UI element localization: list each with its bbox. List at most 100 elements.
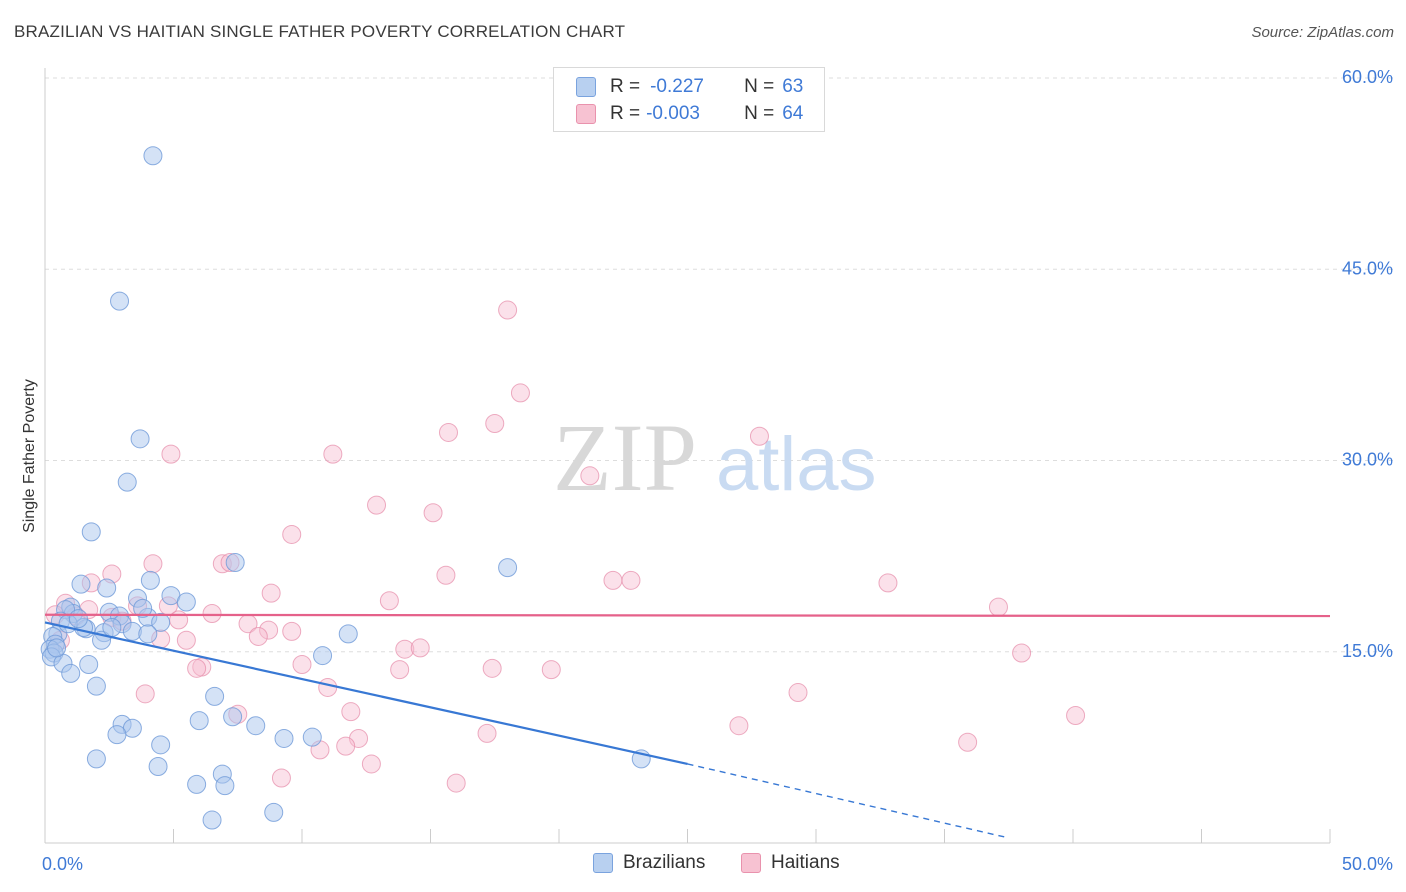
haitian-point (143, 554, 163, 574)
haitian-point (729, 716, 749, 736)
tick-labels: 15.0% 30.0% 45.0% 60.0% 0.0% 50.0% (42, 67, 1393, 874)
brazilian-point (302, 727, 322, 747)
haitian-point (485, 414, 505, 434)
haitians-trend-line (44, 613, 1331, 618)
brazilians-swatch (576, 77, 596, 97)
haitian-point (282, 524, 302, 544)
haitian-point (367, 495, 387, 515)
brazilian-point (102, 618, 122, 638)
haitian-point (292, 655, 312, 674)
haitians-legend-label: Haitians (771, 852, 840, 873)
brazilian-point (225, 553, 245, 572)
haitian-point (390, 660, 410, 680)
haitian-point (282, 621, 302, 641)
brazilians-points (40, 146, 651, 830)
brazilian-point (202, 810, 222, 830)
haitian-point (176, 630, 196, 650)
y-tick-label: 45.0% (1342, 258, 1393, 278)
haitian-point (135, 684, 155, 704)
brazilian-point (189, 711, 209, 731)
chart-title: BRAZILIAN VS HAITIAN SINGLE FATHER POVER… (14, 22, 626, 41)
brazilian-point (133, 598, 153, 618)
haitian-point (261, 583, 281, 603)
legend-brazilians: Brazilians (593, 852, 705, 874)
r-value: -0.003 (646, 103, 700, 124)
haitian-point (788, 683, 808, 703)
brazilian-point (61, 663, 81, 683)
haitian-point (318, 677, 338, 697)
brazilian-point (47, 638, 67, 658)
x-tick-label-min: 0.0% (42, 854, 83, 874)
brazilian-point (498, 558, 518, 578)
haitian-point (423, 503, 443, 523)
y-axis-label: Single Father Poverty (21, 379, 38, 533)
brazilian-point (130, 429, 150, 449)
stats-legend: R = -0.227 N = 63 R = -0.003 N = 64 (553, 67, 825, 132)
brazilian-point (274, 728, 294, 748)
brazilian-point (79, 655, 99, 674)
legend-haitians: Haitians (741, 852, 840, 874)
brazilian-point (81, 522, 101, 542)
source-label: Source: ZipAtlas.com (1251, 24, 1394, 41)
y-tick-label: 60.0% (1342, 67, 1393, 87)
brazilian-point (151, 612, 171, 632)
haitian-point (603, 570, 623, 590)
haitian-point (202, 604, 222, 623)
haitian-point (361, 754, 381, 774)
haitians-swatch (576, 104, 596, 124)
haitian-point (749, 426, 769, 446)
brazilian-point (68, 609, 88, 629)
r-value: -0.227 (650, 76, 704, 97)
haitian-point (323, 444, 343, 464)
trend-lines (44, 613, 1331, 839)
haitian-point (187, 658, 207, 678)
legend-row-brazilians: R = -0.227 N = 63 (576, 74, 803, 100)
haitian-point (510, 383, 530, 403)
haitian-point (169, 610, 189, 630)
n-value: 64 (782, 103, 804, 124)
brazilian-point (86, 676, 106, 696)
brazilian-point (143, 146, 163, 166)
haitian-point (341, 702, 361, 722)
brazilian-point (223, 707, 243, 727)
brazilian-point (176, 592, 196, 612)
haitian-point (482, 658, 502, 678)
brazilian-point (86, 749, 106, 769)
haitian-point (271, 768, 291, 788)
x-tick-label-max: 50.0% (1342, 854, 1393, 874)
brazilians-trend-line (44, 621, 688, 766)
brazilian-point (205, 686, 225, 706)
brazilian-point (71, 574, 91, 594)
brazilian-point (140, 570, 160, 590)
n-label: N = (744, 76, 775, 97)
brazilian-point (117, 472, 137, 492)
haitian-point (580, 466, 600, 486)
haitian-point (248, 626, 268, 646)
haitian-point (541, 660, 561, 680)
brazilian-point (215, 776, 235, 796)
haitian-point (958, 732, 978, 752)
brazilian-point (97, 578, 117, 598)
brazilian-point (264, 802, 284, 822)
haitian-point (436, 565, 456, 585)
haitian-point (621, 570, 641, 590)
brazilian-point (107, 725, 127, 745)
brazilians-legend-label: Brazilians (623, 852, 706, 873)
haitian-point (379, 591, 399, 611)
brazilian-point (110, 291, 130, 311)
brazilians-legend-swatch (593, 853, 613, 873)
haitian-point (395, 639, 415, 659)
legend-row-haitians: R = -0.003 N = 64 (576, 101, 803, 127)
brazilian-point (338, 624, 358, 644)
watermark-atlas: atlas (716, 422, 877, 507)
n-label: N = (744, 103, 775, 124)
haitian-point (1066, 706, 1086, 725)
haitian-point (477, 723, 497, 743)
brazilian-point (148, 757, 168, 776)
brazilian-point (187, 774, 207, 794)
haitian-point (498, 300, 518, 320)
brazilians-trend-extension (687, 763, 1009, 839)
haitian-point (336, 736, 356, 756)
brazilian-point (313, 646, 333, 666)
